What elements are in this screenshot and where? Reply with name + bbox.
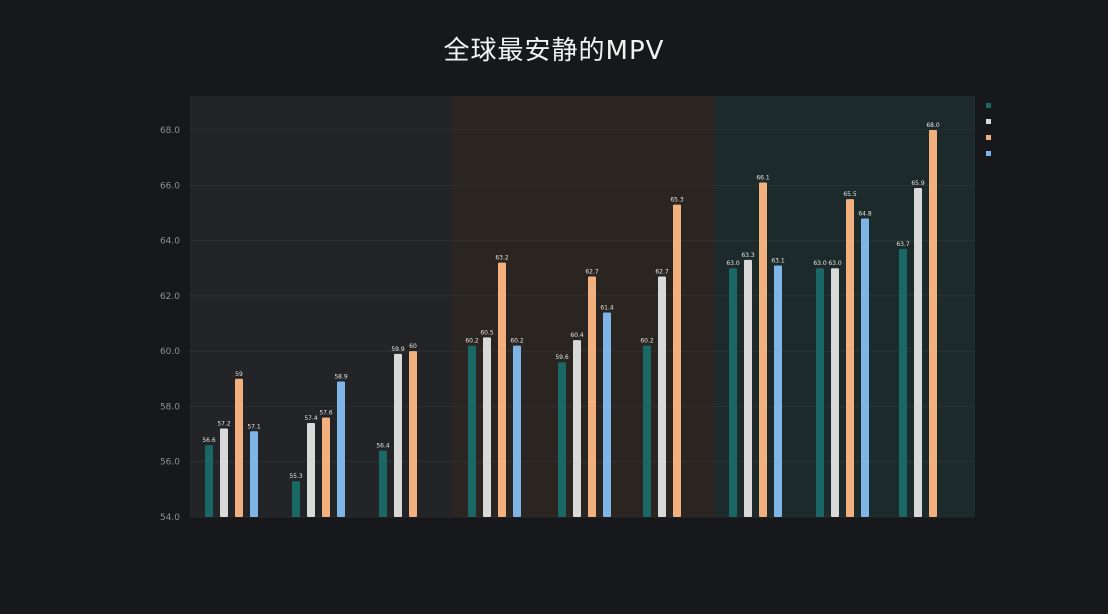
- bar-value-label: 57.1: [247, 423, 261, 430]
- bar-value-label: 59.9: [391, 346, 405, 353]
- bar-value-label: 63.0: [828, 260, 842, 267]
- bar: [573, 340, 581, 517]
- bar-value-label: 65.3: [670, 197, 684, 204]
- section-band: [452, 96, 715, 517]
- y-tick-label: 58.0: [160, 402, 180, 412]
- bar-value-label: 56.6: [202, 437, 216, 444]
- bar: [468, 345, 476, 517]
- bar: [483, 337, 491, 517]
- bar-value-label: 60: [409, 343, 417, 350]
- bar: [409, 351, 417, 517]
- bar-value-label: 62.7: [655, 269, 669, 276]
- bar-value-label: 63.0: [726, 260, 740, 267]
- bar-value-label: 56.4: [376, 443, 390, 450]
- bar-value-label: 60.2: [640, 338, 654, 345]
- bar: [337, 381, 345, 517]
- bar-value-label: 57.2: [217, 421, 231, 428]
- bar-value-label: 60.5: [480, 329, 494, 336]
- bar: [729, 268, 737, 517]
- y-tick-label: 60.0: [160, 347, 180, 357]
- bar: [588, 276, 596, 517]
- bar: [235, 378, 243, 517]
- bar-value-label: 65.5: [843, 191, 857, 198]
- bar-value-label: 62.7: [585, 269, 599, 276]
- bar-value-label: 60.2: [465, 338, 479, 345]
- bar-value-label: 57.4: [304, 415, 318, 422]
- bar: [899, 248, 907, 517]
- legend-swatch: [986, 119, 991, 124]
- bar-value-label: 65.9: [911, 180, 925, 187]
- bar: [292, 481, 300, 517]
- bar: [658, 276, 666, 517]
- bar: [322, 417, 330, 517]
- bar: [673, 204, 681, 517]
- bar: [816, 268, 824, 517]
- bar: [831, 268, 839, 517]
- bar: [929, 130, 937, 517]
- bar-value-label: 60.4: [570, 332, 584, 339]
- bar: [774, 265, 782, 517]
- bar: [603, 312, 611, 517]
- bar: [513, 345, 521, 517]
- bar: [394, 353, 402, 517]
- bar-value-label: 63.7: [896, 241, 910, 248]
- bar-value-label: 55.3: [289, 473, 303, 480]
- legend-swatch: [986, 103, 991, 108]
- y-tick-label: 68.0: [160, 126, 180, 136]
- bar-value-label: 63.1: [771, 257, 785, 264]
- bar-value-label: 59.6: [555, 354, 569, 361]
- y-tick-label: 62.0: [160, 292, 180, 302]
- bar-value-label: 57.6: [319, 409, 333, 416]
- bar-value-label: 61.4: [600, 304, 614, 311]
- bar-value-label: 63.2: [495, 255, 509, 262]
- section-band: [190, 96, 452, 517]
- bar-value-label: 64.8: [858, 210, 872, 217]
- bar: [379, 450, 387, 517]
- bar: [205, 445, 213, 517]
- bar-value-label: 63.3: [741, 252, 755, 259]
- y-tick-label: 66.0: [160, 181, 180, 191]
- bar: [250, 431, 258, 517]
- bar-value-label: 63.0: [813, 260, 827, 267]
- bar-value-label: 60.2: [510, 338, 524, 345]
- bar-value-label: 58.9: [334, 374, 348, 381]
- bar: [558, 362, 566, 517]
- bar: [744, 259, 752, 517]
- y-tick-label: 56.0: [160, 458, 180, 468]
- bar: [914, 188, 922, 518]
- bar: [220, 428, 228, 517]
- y-tick-label: 64.0: [160, 237, 180, 247]
- bar: [307, 423, 315, 517]
- y-tick-label: 54.0: [160, 513, 180, 523]
- bar-value-label: 66.1: [756, 175, 770, 182]
- bar-value-label: 59: [235, 371, 243, 378]
- bar: [643, 345, 651, 517]
- chart-title: 全球最安静的MPV: [443, 36, 665, 66]
- bar: [846, 199, 854, 517]
- legend-swatch: [986, 135, 991, 140]
- bar: [759, 182, 767, 517]
- bar: [861, 218, 869, 517]
- legend-swatch: [986, 151, 991, 156]
- bar: [498, 262, 506, 517]
- bar-value-label: 68.0: [926, 122, 940, 129]
